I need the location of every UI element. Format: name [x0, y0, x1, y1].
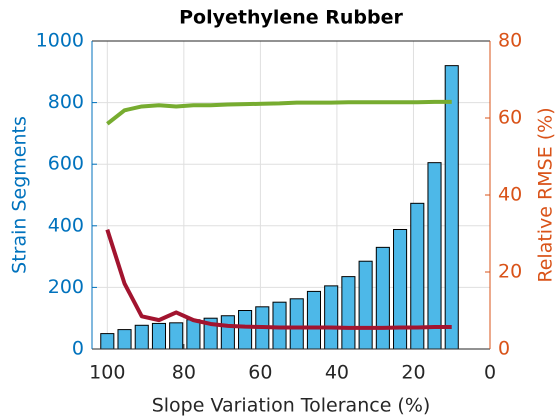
bar — [151, 322, 167, 350]
bar — [393, 228, 408, 350]
y-tick-label: 0 — [72, 338, 84, 360]
y2-tick-label: 20 — [498, 261, 522, 283]
bar — [134, 324, 149, 350]
x-tick-label: 60 — [248, 362, 272, 384]
y-tick-label: 800 — [48, 91, 84, 113]
bar — [341, 276, 356, 350]
y-tick-label: 1000 — [36, 30, 84, 52]
bar — [324, 285, 339, 350]
y-axis-label: Strain Segments — [9, 116, 31, 274]
x-tick-label: 20 — [401, 362, 425, 384]
x-tick-label: 40 — [325, 362, 349, 384]
bar — [186, 319, 201, 350]
y-tick-label: 600 — [48, 153, 84, 175]
x-tick-label: 100 — [89, 362, 125, 384]
x-axis-label: Slope Variation Tolerance (%) — [152, 395, 431, 417]
y2-tick-label: 0 — [498, 338, 510, 360]
bar — [220, 315, 235, 350]
bar — [238, 310, 253, 350]
line — [105, 229, 452, 330]
bar — [289, 298, 304, 350]
y2-axis-label: Relative RMSE (%) — [535, 107, 557, 282]
x-tick-label: 80 — [172, 362, 196, 384]
y-tick-label: 400 — [48, 214, 84, 236]
line — [106, 99, 452, 126]
bar — [427, 162, 442, 350]
y2-tick-label: 60 — [498, 107, 522, 129]
y2-tick-label: 40 — [498, 184, 522, 206]
y2-tick-label: 80 — [498, 30, 522, 52]
bar — [117, 329, 132, 350]
y-tick-label: 200 — [48, 276, 84, 298]
bar — [358, 260, 373, 350]
bar — [100, 333, 115, 350]
x-tick-label: 0 — [484, 362, 496, 384]
bar — [169, 322, 184, 350]
chart-title: Polyethylene Rubber — [179, 7, 403, 29]
bar — [306, 290, 322, 350]
bar — [375, 246, 390, 350]
bar — [444, 65, 459, 350]
